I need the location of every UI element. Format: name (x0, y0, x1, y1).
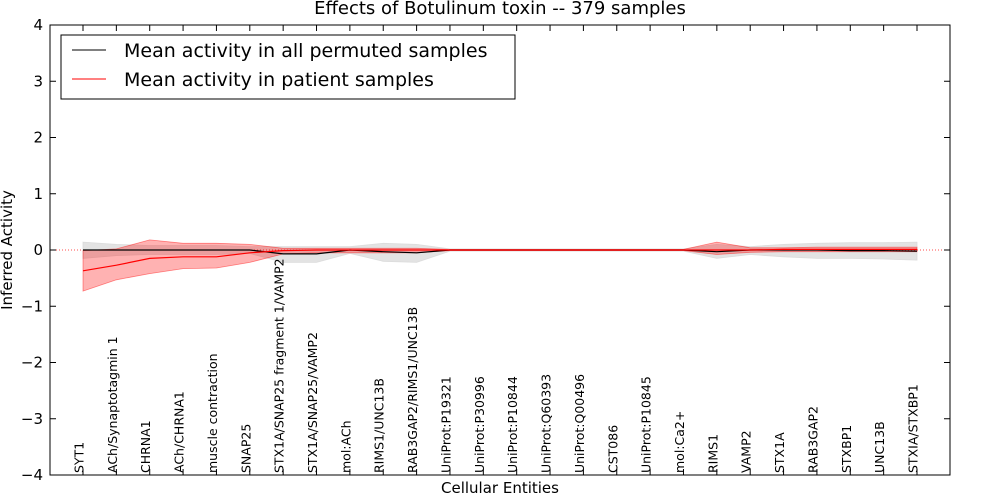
x-axis-title: Cellular Entities (441, 479, 559, 497)
legend-label-patient: Mean activity in patient samples (124, 69, 434, 91)
x-category-label: STX1A/SNAP25 fragment 1/VAMP2 (272, 258, 287, 473)
y-tick-label: 4 (33, 16, 43, 34)
y-tick-label: −2 (21, 354, 43, 372)
x-category-label: RIMS1/UNC13B (372, 378, 387, 473)
x-category-label: RAB3GAP2/RIMS1/UNC13B (405, 307, 420, 473)
plot-area: −4 −3 −2 −1 0 1 2 3 4 SYT1 ACh/Synaptotagmin 1 CHRN… (21, 16, 951, 484)
x-category-label: RIMS1 (705, 434, 720, 473)
x-category-label: VAMP2 (739, 430, 754, 473)
y-tick-label: −1 (21, 297, 43, 315)
x-category-label: STXIA/STXBP1 (906, 384, 921, 473)
line-series-1 (82, 248, 917, 272)
x-category-label: SYT1 (72, 442, 87, 473)
x-category-label: UniProt:P19321 (438, 376, 453, 473)
y-tick-label: −3 (21, 410, 43, 428)
y-tick-label: 1 (33, 185, 43, 203)
x-category-label: mol:ACh (338, 421, 353, 474)
x-category-label: UNC13B (872, 421, 887, 473)
x-category-label: STXBP1 (839, 425, 854, 473)
x-category-label: UniProt:P10845 (639, 376, 654, 473)
legend-label-permuted: Mean activity in all permuted samples (124, 40, 487, 62)
x-category-label: muscle contraction (205, 353, 220, 473)
chart-title: Effects of Botulinum toxin -- 379 sample… (314, 0, 686, 19)
x-category-label: ACh/Synaptotagmin 1 (105, 336, 120, 473)
legend: Mean activity in all permuted samples Me… (60, 34, 516, 100)
x-category-label: UniProt:Q00496 (572, 374, 587, 473)
x-category-label: STX1A/SNAP25/VAMP2 (305, 332, 320, 473)
y-tick-label: −4 (21, 466, 43, 484)
x-category-label: STX1A (772, 432, 787, 473)
x-category-label: UniProt:P30996 (472, 376, 487, 473)
x-category-label: mol:Ca2+ (672, 411, 687, 473)
x-category-label: ACh/CHRNA1 (172, 391, 187, 473)
y-tick-label: 0 (33, 241, 43, 259)
band-series-1 (82, 239, 918, 292)
legend-box (60, 34, 516, 100)
y-tick-label: 2 (33, 129, 43, 147)
x-category-label: SNAP25 (238, 424, 253, 473)
band-series-0 (82, 241, 918, 263)
x-category-label: RAB3GAP2 (805, 406, 820, 473)
x-category-label: CST086 (605, 425, 620, 473)
x-category-label: UniProt:Q60393 (539, 374, 554, 473)
y-axis-title: Inferred Activity (0, 190, 16, 310)
x-category-label: UniProt:P10844 (505, 376, 520, 473)
y-tick-label: 3 (33, 72, 43, 90)
x-category-label: CHRNA1 (138, 420, 153, 473)
